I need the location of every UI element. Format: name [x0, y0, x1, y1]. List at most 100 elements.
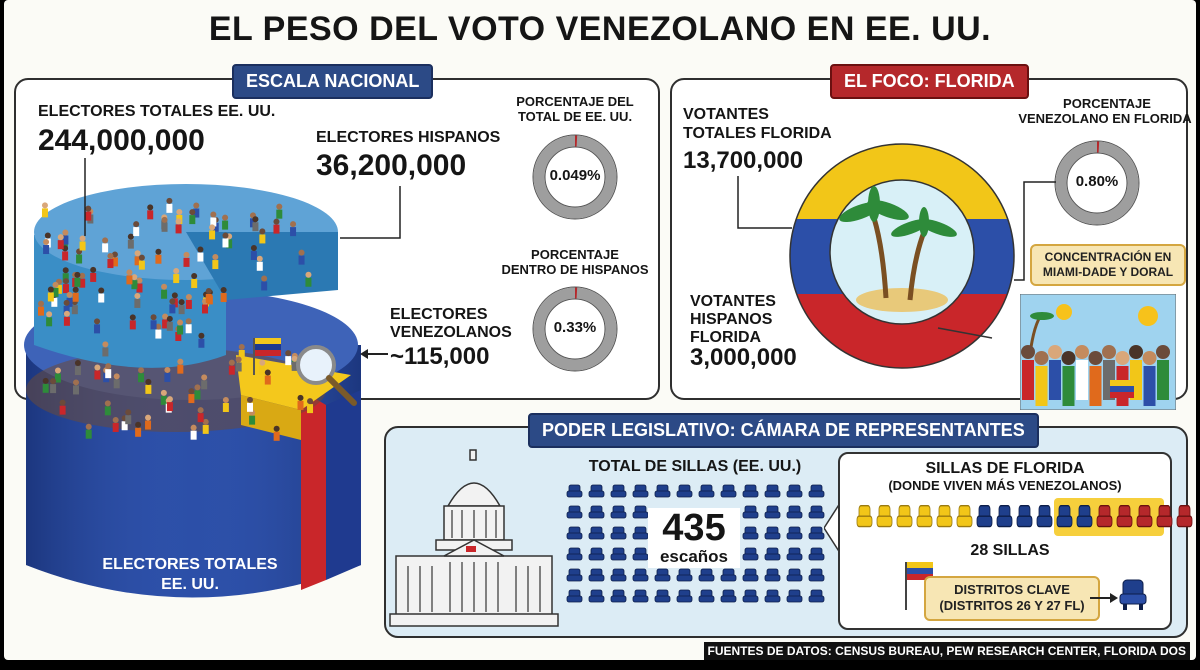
- person-figure: [209, 224, 216, 240]
- person-figure: [169, 298, 176, 314]
- national-tag: ESCALA NACIONAL: [232, 64, 434, 99]
- seat-icon: [808, 505, 825, 520]
- person-figure: [222, 397, 229, 413]
- concentration-note-line-1: CONCENTRACIÓN EN: [1044, 250, 1172, 264]
- fl-hispanic-value: 3,000,000: [690, 344, 797, 371]
- fl-seat-row: [856, 504, 1193, 530]
- person-figure: [63, 278, 70, 294]
- seat-icon: [588, 526, 605, 541]
- seat-icon: [610, 589, 627, 604]
- seat-icon: [742, 568, 759, 583]
- fl-total-leader-line: [737, 176, 792, 229]
- fl-donut-leader-line: [1014, 181, 1056, 281]
- capitol-building-icon: [389, 449, 559, 627]
- person-figure: [238, 344, 245, 360]
- seat-icon: [742, 526, 759, 541]
- fl-seats-title: SILLAS DE FLORIDA: [925, 460, 1085, 477]
- seat-icon: [764, 568, 781, 583]
- total-seats-label: TOTAL DE SILLAS (EE. UU.): [588, 458, 802, 475]
- fl-seat-icon: [896, 504, 913, 530]
- key-districts-line-2: (DISTRITOS 26 Y 27 FL): [939, 598, 1085, 614]
- seat-icon: [588, 589, 605, 604]
- person-figure: [276, 203, 283, 219]
- hispanic-leader-line: [340, 186, 401, 239]
- seat-icon: [632, 568, 649, 583]
- concentration-note: CONCENTRACIÓN EN MIAMI-DADE Y DORAL: [1030, 244, 1186, 286]
- seat-icon: [610, 484, 627, 499]
- donut-us-label-2: TOTAL DE EE. UU.: [517, 109, 633, 124]
- person-figure: [160, 389, 167, 405]
- seat-icon: [786, 568, 803, 583]
- donut-hispanic-share: [532, 286, 618, 372]
- person-figure: [94, 364, 101, 380]
- donut-us-value: 0.049%: [549, 167, 601, 184]
- venezuelan-voters-label-2: VENEZOLANOS: [390, 324, 512, 341]
- infographic-title: EL PESO DEL VOTO VENEZOLANO EN EE. UU.: [208, 10, 992, 48]
- fl-seats-subtitle: (DONDE VIVEN MÁS VENEZOLANOS): [888, 478, 1122, 493]
- fl-hispanic-label-1: VOTANTES: [690, 293, 776, 310]
- person-figure: [175, 218, 182, 234]
- venezuelan-arrow: [360, 349, 388, 359]
- donut-hispanic-value: 0.33%: [553, 319, 597, 336]
- seat-icon: [786, 505, 803, 520]
- florida-tag: EL FOCO: FLORIDA: [830, 64, 1029, 99]
- person-figure: [297, 394, 304, 410]
- fl-seat-icon: [976, 504, 993, 530]
- person-figure: [85, 205, 92, 221]
- person-figure: [1142, 351, 1157, 406]
- community-crowd-image: [1020, 294, 1176, 410]
- person-figure: [178, 299, 185, 315]
- donut-us-share: [532, 134, 618, 220]
- fl-seat-icon: [1176, 504, 1193, 530]
- seat-icon: [654, 589, 671, 604]
- person-figure: [164, 366, 171, 382]
- person-figure: [205, 287, 212, 303]
- person-figure: [189, 209, 196, 225]
- seat-icon: [764, 484, 781, 499]
- person-figure: [74, 360, 81, 376]
- seat-icon: [764, 526, 781, 541]
- person-figure: [63, 310, 70, 326]
- person-figure: [59, 399, 66, 415]
- fl-hispanic-label-2: HISPANOS: [690, 311, 773, 328]
- person-figure: [131, 274, 138, 290]
- legislative-tag: PODER LEGISLATIVO: CÁMARA DE REPRESENTAN…: [528, 413, 1039, 448]
- person-figure: [85, 423, 92, 439]
- us-total-value: 244,000,000: [38, 124, 205, 157]
- donut-florida-value: 0.80%: [1075, 173, 1119, 190]
- donut-outline: [532, 286, 618, 372]
- person-figure: [285, 350, 292, 366]
- person-figure: [249, 409, 256, 425]
- venezuelan-voters-label-1: ELECTORES: [390, 306, 488, 323]
- person-figure: [177, 319, 184, 335]
- seat-icon: [742, 589, 759, 604]
- seat-icon: [588, 547, 605, 562]
- seat-icon: [566, 526, 583, 541]
- hispanic-voters-label: ELECTORES HISPANOS: [316, 129, 501, 146]
- person-figure: [228, 359, 235, 375]
- person-figure: [1021, 345, 1035, 400]
- person-figure: [259, 228, 266, 244]
- person-figure: [177, 358, 184, 374]
- person-figure: [191, 272, 198, 288]
- person-figure: [202, 418, 209, 434]
- fl-seat-icon: [1096, 504, 1113, 530]
- seat-icon: [720, 589, 737, 604]
- person-figure: [250, 245, 257, 261]
- person-figure: [162, 313, 169, 329]
- seat-icon: [786, 526, 803, 541]
- donut-us-label-1: PORCENTAJE DEL: [516, 94, 634, 109]
- person-figure: [41, 202, 48, 218]
- person-figure: [1075, 345, 1089, 400]
- seat-icon: [632, 505, 649, 520]
- person-figure: [42, 377, 49, 393]
- donut-outline: [1054, 140, 1140, 226]
- seat-icon: [566, 505, 583, 520]
- person-figure: [1061, 351, 1076, 406]
- seat-icon: [654, 568, 671, 583]
- person-figure: [113, 373, 120, 389]
- person-figure: [261, 275, 268, 291]
- seat-icon: [632, 589, 649, 604]
- person-figure: [46, 311, 53, 327]
- seat-icon: [786, 547, 803, 562]
